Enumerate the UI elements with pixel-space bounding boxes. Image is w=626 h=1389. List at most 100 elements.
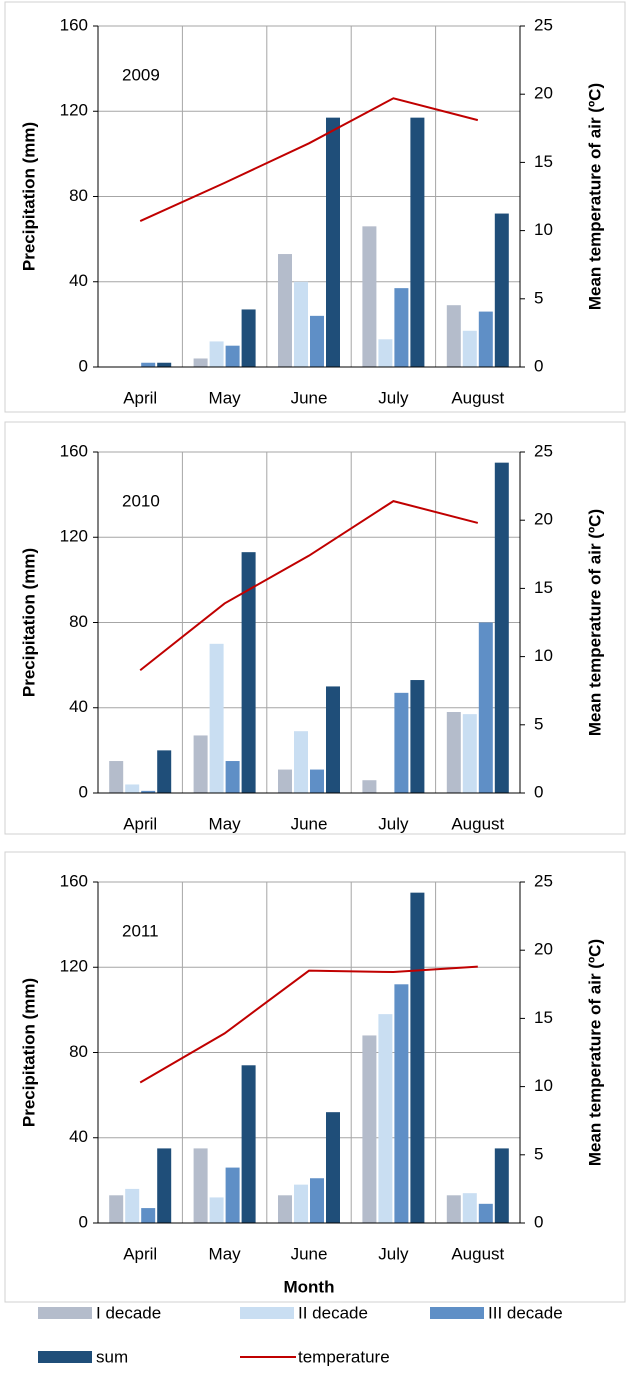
legend-label: II decade (298, 1303, 368, 1322)
bar (225, 761, 240, 793)
y-tick-label: 40 (69, 271, 88, 290)
legend-label: III decade (488, 1303, 563, 1322)
bar (326, 1112, 340, 1223)
bar (394, 984, 409, 1223)
x-tick-label: May (209, 388, 242, 407)
bar (278, 254, 292, 367)
y2-tick-label: 0 (534, 782, 543, 801)
y-tick-label: 80 (69, 612, 88, 631)
bar (446, 712, 461, 793)
y-tick-label: 0 (79, 356, 88, 375)
annotation: 2011 (122, 921, 159, 940)
bar (125, 1188, 140, 1223)
y-tick-label: 80 (69, 1042, 88, 1061)
bar (362, 780, 377, 793)
y-axis-label: Precipitation (mm) (19, 548, 38, 697)
temperature-line (139, 500, 479, 672)
bar (494, 1148, 509, 1223)
bar (209, 341, 224, 367)
x-tick-label: August (451, 1244, 504, 1263)
bar (478, 1203, 493, 1223)
y2-axis-label: Mean temperature of air (ºC) (585, 939, 604, 1166)
bar (410, 680, 425, 793)
bar (462, 330, 477, 367)
legend-swatch (240, 1307, 294, 1319)
x-tick-label: May (209, 814, 242, 833)
y2-tick-label: 15 (534, 1008, 553, 1027)
temperature-line (139, 97, 479, 222)
bar (394, 288, 409, 367)
panel-frame (4, 851, 626, 1303)
y-tick-label: 0 (79, 1212, 88, 1231)
bar (141, 362, 156, 367)
bar (394, 692, 409, 793)
y-tick-label: 160 (60, 871, 88, 890)
panel-frame (4, 421, 626, 835)
y-tick-label: 160 (60, 441, 88, 460)
x-tick-label: August (451, 388, 504, 407)
y2-tick-label: 25 (534, 441, 553, 460)
bar (209, 1197, 224, 1223)
y2-tick-label: 25 (534, 871, 553, 890)
bar (378, 1014, 393, 1223)
y2-tick-label: 15 (534, 152, 553, 171)
bar (446, 1195, 461, 1223)
y2-tick-label: 20 (534, 940, 553, 959)
bar (157, 750, 172, 793)
bar (109, 1195, 124, 1223)
y-tick-label: 40 (69, 1127, 88, 1146)
legend-label: temperature (298, 1347, 390, 1366)
bar (494, 462, 509, 793)
y2-tick-label: 20 (534, 510, 553, 529)
bar (241, 1065, 256, 1223)
panel-frame (4, 1, 626, 413)
bar (462, 1193, 477, 1223)
x-tick-label: April (123, 388, 157, 407)
y2-tick-label: 10 (534, 646, 553, 665)
x-tick-label: June (291, 814, 328, 833)
y2-tick-label: 5 (534, 1144, 543, 1163)
y-axis-label: Precipitation (mm) (19, 122, 38, 271)
legend-label: I decade (96, 1303, 161, 1322)
bar (225, 345, 240, 367)
bar (310, 315, 324, 367)
bar (446, 305, 461, 367)
annotation: 2009 (122, 65, 160, 84)
bar (157, 362, 172, 367)
annotation: 2010 (122, 491, 160, 510)
bar (209, 643, 224, 793)
x-tick-label: April (123, 1244, 157, 1263)
bar (310, 1178, 324, 1223)
bar (193, 1148, 208, 1223)
legend-swatch (430, 1307, 484, 1319)
bar (410, 117, 425, 367)
bar (362, 1035, 377, 1223)
y-tick-label: 80 (69, 186, 88, 205)
y-axis-label: Precipitation (mm) (19, 978, 38, 1127)
bar (326, 117, 340, 367)
y-tick-label: 0 (79, 782, 88, 801)
bar (410, 892, 425, 1223)
x-tick-label: July (378, 388, 409, 407)
bar (225, 1167, 240, 1223)
y2-tick-label: 5 (534, 714, 543, 733)
bar (462, 714, 477, 793)
y-tick-label: 160 (60, 15, 88, 34)
y2-axis-label: Mean temperature of air (ºC) (585, 509, 604, 736)
bar (193, 735, 208, 793)
bar (478, 622, 493, 793)
bar (278, 769, 292, 793)
y-tick-label: 120 (60, 101, 88, 120)
x-tick-label: July (378, 1244, 409, 1263)
bar (109, 761, 124, 793)
bar (294, 731, 308, 793)
x-tick-label: July (378, 814, 409, 833)
bar (141, 1208, 156, 1223)
x-tick-label: May (209, 1244, 242, 1263)
bar (294, 1184, 308, 1223)
y2-tick-label: 0 (534, 1212, 543, 1231)
bar (378, 339, 393, 367)
bar (494, 213, 509, 367)
bar (193, 358, 208, 367)
